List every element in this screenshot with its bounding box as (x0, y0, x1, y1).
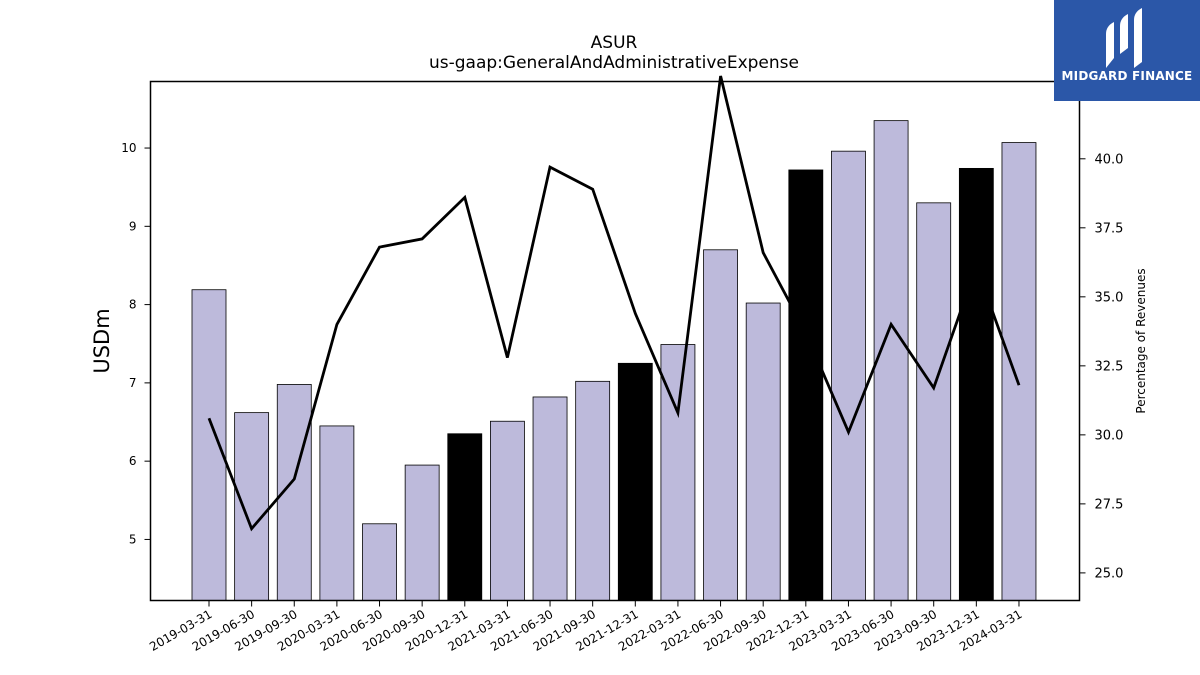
y-axis-left-ticks: 5 6 7 8 9 10 (121, 141, 151, 546)
plot-frame (149, 80, 1081, 602)
y-left-tick-label: 10 (121, 141, 136, 155)
bar-2020-12-31 (447, 433, 483, 601)
bar-2023-09-30 (916, 202, 952, 601)
brand-name: MIDGARD FINANCE (1061, 69, 1193, 83)
y-axis-label-right: Percentage of Revenues (1134, 268, 1148, 413)
chart-subtitle: us-gaap:GeneralAndAdministrativeExpense (429, 53, 799, 73)
y-left-tick-label: 7 (129, 376, 137, 390)
y-left-tick-label: 5 (129, 532, 137, 546)
brand-logo: MIDGARD FINANCE (1054, 0, 1200, 101)
bar-2022-12-31 (788, 169, 824, 601)
y-right-tick-label: 35.0 (1095, 290, 1124, 305)
y-right-tick-label: 30.0 (1095, 428, 1124, 443)
y-axis-label-left: USDm (90, 308, 114, 373)
y-axis-right-ticks: 25.0 27.5 30.0 32.5 35.0 37.5 40.0 (1079, 152, 1124, 581)
bar-2021-03-31 (490, 420, 525, 601)
x-axis-ticks: 2019-03-312019-06-302019-09-302020-03-31… (147, 600, 1024, 654)
chart-title: ASUR (591, 33, 638, 53)
bar-2021-06-30 (532, 396, 568, 601)
y-left-tick-label: 6 (129, 454, 137, 468)
bars (191, 120, 1037, 601)
bar-2022-09-30 (745, 302, 781, 601)
y-right-tick-label: 27.5 (1095, 497, 1124, 512)
bar-2019-03-31 (191, 289, 227, 601)
line-path (207, 75, 1021, 532)
y-right-tick-label: 40.0 (1095, 152, 1124, 167)
bar-2023-12-31 (958, 167, 994, 601)
y-right-tick-label: 32.5 (1095, 359, 1124, 374)
bar-2022-06-30 (703, 249, 738, 601)
bar-2021-09-30 (575, 380, 611, 601)
bar-2023-06-30 (873, 120, 909, 601)
bar-2024-03-31 (1001, 142, 1037, 601)
bar-2019-06-30 (234, 412, 270, 601)
y-left-tick-label: 8 (129, 298, 137, 312)
bar-2021-12-31 (617, 362, 653, 601)
bar-2023-03-31 (831, 150, 866, 601)
y-right-tick-label: 37.5 (1095, 221, 1124, 236)
y-left-tick-label: 9 (129, 219, 137, 233)
bar-2020-06-30 (362, 523, 397, 601)
line-series (207, 75, 1021, 532)
midgard-logo-icon (1106, 8, 1142, 68)
y-right-tick-label: 25.0 (1095, 566, 1124, 581)
bar-2020-09-30 (404, 464, 440, 601)
bar-2020-03-31 (319, 425, 355, 601)
